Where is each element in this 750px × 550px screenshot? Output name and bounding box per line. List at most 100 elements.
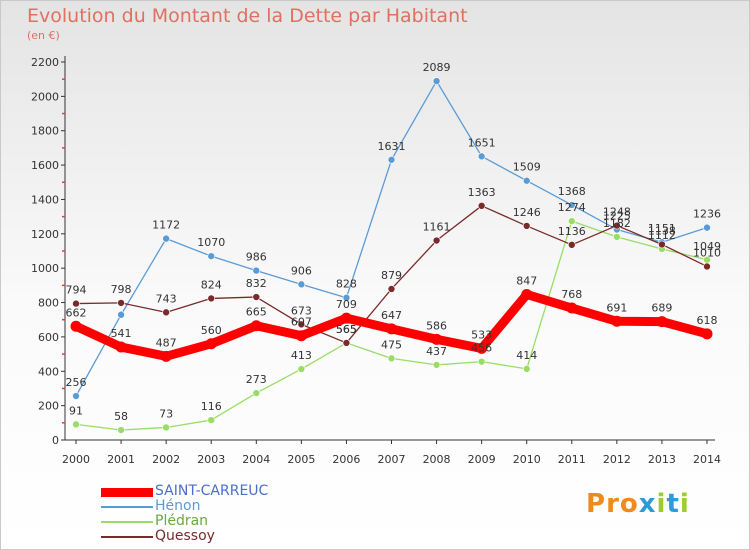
data-label: 709 <box>336 298 357 311</box>
y-tick-label: 1200 <box>31 228 59 241</box>
data-point <box>567 241 576 249</box>
data-label: 986 <box>246 251 267 264</box>
y-tick-label: 1400 <box>31 193 59 206</box>
data-point <box>340 312 352 324</box>
data-point <box>252 266 261 275</box>
data-label: 1225 <box>603 210 631 223</box>
data-point <box>117 299 125 307</box>
y-tick-label: 0 <box>52 434 59 447</box>
y-tick-label: 800 <box>38 297 59 310</box>
data-label: 847 <box>516 274 537 287</box>
x-tick-label: 2009 <box>468 453 496 466</box>
data-label: 691 <box>606 301 627 314</box>
data-label: 618 <box>697 314 718 327</box>
data-point <box>477 202 486 210</box>
data-label: 906 <box>291 264 312 277</box>
x-tick-label: 2004 <box>242 453 270 466</box>
y-tick-label: 1000 <box>31 262 59 275</box>
legend-label: Plédran <box>155 513 209 529</box>
data-label: 1161 <box>423 221 451 234</box>
data-point <box>432 77 441 85</box>
data-point <box>205 338 217 350</box>
data-point <box>432 361 441 369</box>
data-label: 743 <box>156 292 177 305</box>
data-point <box>613 233 621 241</box>
data-label: 647 <box>381 309 402 322</box>
data-point <box>386 323 397 335</box>
data-point <box>566 302 578 314</box>
data-point <box>522 222 531 230</box>
x-tick-label: 2013 <box>648 453 676 466</box>
data-label: 437 <box>426 345 447 358</box>
data-label: 1363 <box>468 186 496 199</box>
data-point <box>477 152 486 161</box>
y-tick-label: 2000 <box>31 90 59 103</box>
data-point <box>432 236 441 245</box>
legend-label: SAINT-CARREUC <box>155 483 269 499</box>
data-label: 1236 <box>693 208 721 221</box>
data-point <box>207 252 216 260</box>
data-label: 665 <box>246 306 267 319</box>
data-label: 565 <box>336 323 357 336</box>
data-label: 91 <box>69 404 83 417</box>
data-label: 1070 <box>197 236 225 249</box>
data-point <box>342 293 351 302</box>
x-tick-label: 2012 <box>603 453 631 466</box>
data-point <box>295 330 307 342</box>
y-tick-label: 1800 <box>31 125 59 138</box>
data-point <box>431 333 443 345</box>
data-label: 879 <box>381 269 402 282</box>
data-label: 116 <box>201 400 222 413</box>
data-label: 662 <box>66 306 87 319</box>
data-point <box>611 315 623 327</box>
data-point <box>567 201 576 209</box>
data-point <box>658 240 666 249</box>
logo-letter: o <box>619 489 639 519</box>
data-label: 1248 <box>603 206 631 219</box>
data-label: 2089 <box>423 61 451 74</box>
data-label: 58 <box>114 410 128 423</box>
data-label: 560 <box>201 324 222 337</box>
y-tick-label: 2200 <box>31 56 59 69</box>
data-point <box>522 365 531 373</box>
data-point <box>387 285 396 293</box>
y-tick-label: 400 <box>38 365 59 378</box>
chart-title: Evolution du Montant de la Dette par Hab… <box>27 5 468 27</box>
data-point <box>160 350 172 362</box>
legend-swatch <box>101 487 153 497</box>
data-label: 256 <box>66 376 87 389</box>
data-label: 1651 <box>468 136 496 149</box>
logo-letter: i <box>679 489 690 519</box>
data-label: 828 <box>336 278 357 291</box>
data-point <box>72 420 80 429</box>
logo-letter: r <box>606 489 620 519</box>
x-tick-label: 2011 <box>558 453 586 466</box>
data-point <box>162 423 170 432</box>
logo-letter: P <box>586 489 607 519</box>
data-point <box>297 365 306 373</box>
data-label: 1136 <box>558 225 586 238</box>
data-label: 1509 <box>513 161 541 174</box>
data-point <box>115 341 127 353</box>
data-label: 1182 <box>603 217 631 230</box>
data-point <box>207 416 216 424</box>
proxiti-logo: Proxiti <box>586 489 690 519</box>
x-tick-label: 2014 <box>693 453 721 466</box>
data-point <box>297 280 306 289</box>
x-tick-label: 2003 <box>197 453 225 466</box>
data-label: 414 <box>516 349 537 362</box>
data-point <box>567 217 576 225</box>
legend-swatch <box>101 536 153 538</box>
data-point <box>72 392 80 400</box>
data-label: 607 <box>291 316 312 329</box>
data-label: 1274 <box>558 201 586 214</box>
data-label: 541 <box>111 327 132 340</box>
data-point <box>656 316 668 328</box>
data-point <box>476 342 488 354</box>
data-point <box>342 339 351 347</box>
data-label: 533 <box>471 328 492 341</box>
data-label: 413 <box>291 349 312 362</box>
chart-subtitle: (en €) <box>27 29 60 42</box>
